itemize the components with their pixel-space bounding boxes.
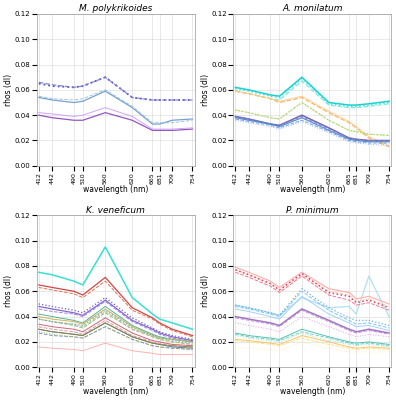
Y-axis label: rhos (dl): rhos (dl) — [4, 275, 13, 307]
Title: M. polykrikoides: M. polykrikoides — [79, 4, 152, 13]
X-axis label: wavelength (nm): wavelength (nm) — [280, 387, 345, 396]
Y-axis label: rhos (dl): rhos (dl) — [201, 275, 210, 307]
X-axis label: wavelength (nm): wavelength (nm) — [83, 387, 148, 396]
X-axis label: wavelength (nm): wavelength (nm) — [280, 186, 345, 194]
Y-axis label: rhos (dl): rhos (dl) — [201, 74, 210, 106]
Title: P. minimum: P. minimum — [286, 206, 339, 214]
Title: A. monilatum: A. monilatum — [282, 4, 343, 13]
Y-axis label: rhos (dl): rhos (dl) — [4, 74, 13, 106]
Title: K. veneficum: K. veneficum — [86, 206, 145, 214]
X-axis label: wavelength (nm): wavelength (nm) — [83, 186, 148, 194]
